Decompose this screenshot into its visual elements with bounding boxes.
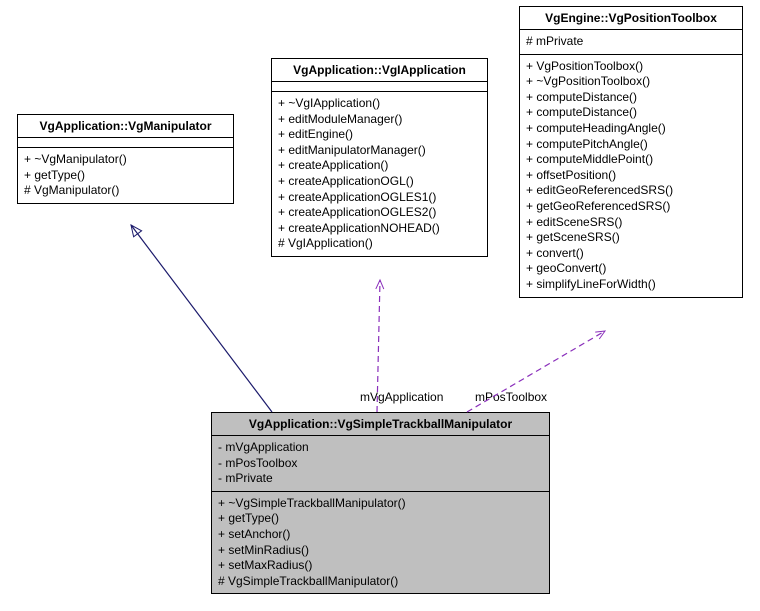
- member-line: + computePitchAngle(): [526, 137, 736, 153]
- member-line: + setAnchor(): [218, 527, 543, 543]
- member-line: + editGeoReferencedSRS(): [526, 183, 736, 199]
- member-line: # VgManipulator(): [24, 183, 227, 199]
- class-attrs: - mVgApplication- mPosToolbox- mPrivate: [212, 436, 549, 492]
- member-line: + getGeoReferencedSRS(): [526, 199, 736, 215]
- class-attrs-empty: [18, 138, 233, 148]
- member-line: + editManipulatorManager(): [278, 143, 481, 159]
- member-line: + createApplicationOGLES1(): [278, 190, 481, 206]
- member-line: + editModuleManager(): [278, 112, 481, 128]
- member-line: # mPrivate: [526, 34, 736, 50]
- member-line: + convert(): [526, 246, 736, 262]
- member-line: + ~VgManipulator(): [24, 152, 227, 168]
- class-title: VgApplication::VgSimpleTrackballManipula…: [212, 413, 549, 436]
- member-line: + getType(): [218, 511, 543, 527]
- member-line: + simplifyLineForWidth(): [526, 277, 736, 293]
- member-line: # VgIApplication(): [278, 236, 481, 252]
- class-vgpositiontoolbox: VgEngine::VgPositionToolbox # mPrivate +…: [519, 6, 743, 298]
- class-attrs-empty: [272, 82, 487, 92]
- member-line: + offsetPosition(): [526, 168, 736, 184]
- class-title: VgApplication::VgIApplication: [272, 59, 487, 82]
- class-methods: + ~VgSimpleTrackballManipulator()+ getTy…: [212, 492, 549, 594]
- member-line: + computeHeadingAngle(): [526, 121, 736, 137]
- class-attrs: # mPrivate: [520, 30, 742, 55]
- member-line: + VgPositionToolbox(): [526, 59, 736, 75]
- member-line: + createApplicationOGLES2(): [278, 205, 481, 221]
- member-line: + editSceneSRS(): [526, 215, 736, 231]
- member-line: + computeDistance(): [526, 90, 736, 106]
- member-line: + createApplicationOGL(): [278, 174, 481, 190]
- member-line: + createApplication(): [278, 158, 481, 174]
- member-line: + ~VgIApplication(): [278, 96, 481, 112]
- class-vgmanipulator: VgApplication::VgManipulator + ~VgManipu…: [17, 114, 234, 204]
- member-line: + computeDistance(): [526, 105, 736, 121]
- member-line: + setMaxRadius(): [218, 558, 543, 574]
- class-methods: + ~VgManipulator()+ getType()# VgManipul…: [18, 148, 233, 203]
- member-line: - mPrivate: [218, 471, 543, 487]
- class-methods: + VgPositionToolbox()+ ~VgPositionToolbo…: [520, 55, 742, 297]
- class-methods: + ~VgIApplication()+ editModuleManager()…: [272, 92, 487, 256]
- member-line: + ~VgSimpleTrackballManipulator(): [218, 496, 543, 512]
- member-line: + editEngine(): [278, 127, 481, 143]
- edge-inheritance: [131, 225, 272, 412]
- class-vgsimpletrackballmanipulator: VgApplication::VgSimpleTrackballManipula…: [211, 412, 550, 594]
- member-line: # VgSimpleTrackballManipulator(): [218, 574, 543, 590]
- class-vgiapplication: VgApplication::VgIApplication + ~VgIAppl…: [271, 58, 488, 257]
- member-line: + getSceneSRS(): [526, 230, 736, 246]
- edge-label-mvgapplication: mVgApplication: [360, 390, 443, 404]
- member-line: + ~VgPositionToolbox(): [526, 74, 736, 90]
- member-line: + geoConvert(): [526, 261, 736, 277]
- member-line: + setMinRadius(): [218, 543, 543, 559]
- member-line: + getType(): [24, 168, 227, 184]
- member-line: - mVgApplication: [218, 440, 543, 456]
- member-line: + createApplicationNOHEAD(): [278, 221, 481, 237]
- member-line: + computeMiddlePoint(): [526, 152, 736, 168]
- class-title: VgEngine::VgPositionToolbox: [520, 7, 742, 30]
- edge-label-mpostoolbox: mPosToolbox: [475, 390, 547, 404]
- class-title: VgApplication::VgManipulator: [18, 115, 233, 138]
- member-line: - mPosToolbox: [218, 456, 543, 472]
